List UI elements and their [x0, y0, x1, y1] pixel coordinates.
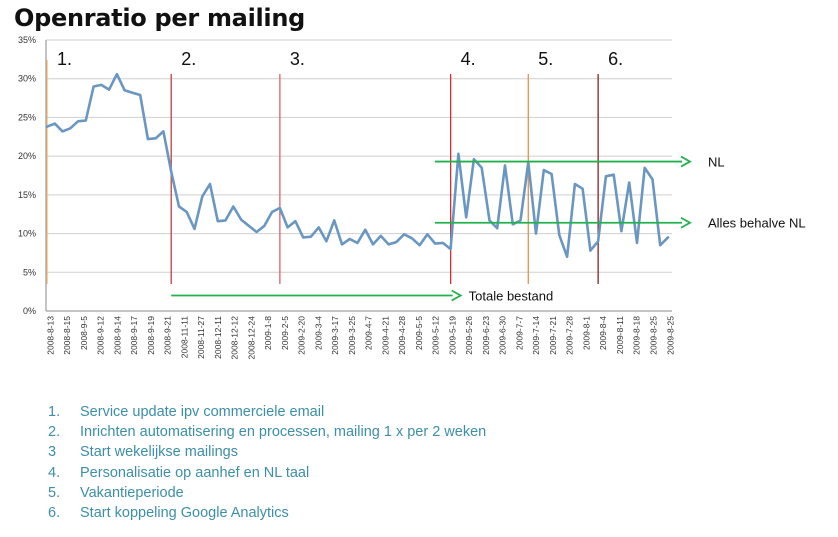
phase-marker-label: 5.	[538, 49, 553, 69]
x-tick-label: 2008-12-24	[246, 316, 256, 360]
x-tick-label: 2009-1-8	[263, 316, 273, 350]
x-tick-label: 2009-7-7	[514, 316, 524, 350]
x-tick-label: 2009-8-25	[665, 316, 675, 355]
x-tick-label: 2008-11-11	[179, 316, 189, 358]
y-tick-label: 10%	[18, 229, 36, 239]
x-tick-label: 2008-9-12	[96, 316, 106, 355]
x-tick-label: 2009-8-18	[632, 316, 642, 355]
phase-note-number: 3	[48, 444, 57, 461]
y-tick-label: 25%	[18, 112, 36, 122]
x-tick-label: 2008-9-21	[163, 316, 173, 355]
series-layer	[45, 72, 670, 259]
phase-notes-list: 1. Service update ipv commerciele email 2.…	[48, 402, 486, 523]
x-tick-label: 2009-6-23	[481, 316, 491, 355]
x-tick-label: 2009-5-5	[414, 316, 424, 350]
y-tick-label: 35%	[18, 35, 36, 45]
grid-lines	[46, 39, 672, 312]
x-tick-label: 2009-3-17	[330, 316, 340, 355]
annotation-label: NL	[708, 155, 725, 170]
phase-note-text: Service update ipv commerciele email	[80, 404, 325, 420]
x-tick-label: 2009-4-21	[380, 316, 390, 355]
phase-note-item: 5. Vakantieperiode	[48, 483, 486, 503]
phase-note-item: 4. Personalisatie op aanhef en NL taal	[48, 463, 486, 483]
x-axis: 2008-8-13 2008-8-15 2008-9-5 2008-9-12 2008-…	[45, 316, 675, 360]
y-tick-label: 20%	[18, 151, 36, 161]
annotation-label: Alles behalve NL	[708, 216, 806, 231]
x-tick-label: 2009-4-28	[397, 316, 407, 355]
phase-note-item: 1. Service update ipv commerciele email	[48, 402, 486, 422]
phase-note-number: 1.	[48, 404, 61, 420]
phase-markers: 1. 2. 3. 4. 5. 6.	[46, 49, 623, 284]
phase-note-number: 2.	[48, 424, 61, 441]
x-tick-label: 2008-12-11	[213, 316, 223, 359]
x-tick-label: 2009-3-4	[313, 316, 323, 350]
phase-note-text: Vakantieperiode	[80, 484, 184, 501]
x-tick-label: 2008-8-13	[45, 316, 55, 355]
phase-note-number: 6.	[48, 505, 61, 522]
x-tick-label: 2008-9-17	[129, 316, 139, 355]
phase-marker-label: 4.	[461, 49, 476, 69]
x-tick-label: 2009-8-1	[581, 316, 591, 350]
phase-marker-label: 2.	[181, 49, 196, 69]
x-tick-label: 2009-4-7	[364, 316, 374, 350]
y-tick-label: 5%	[23, 267, 36, 277]
x-tick-label: 2008-12-12	[230, 316, 240, 360]
x-tick-label: 2009-3-25	[347, 316, 357, 355]
x-tick-label: 2009-8-4	[598, 316, 608, 350]
annotation-arrow-head	[680, 155, 692, 168]
annotation-arrow-head	[451, 289, 463, 302]
x-tick-label: 2009-5-12	[431, 316, 441, 355]
x-tick-label: 2009-7-21	[548, 316, 558, 355]
phase-marker-label: 3.	[290, 49, 305, 69]
phase-marker-label: 1.	[57, 49, 72, 69]
y-tick-label: 15%	[18, 190, 36, 200]
x-tick-label: 2009-5-19	[447, 316, 457, 355]
openratio-line-chart: 0%5%10%15%20%25%30%35% 2008-8-13 2008-8-1…	[18, 35, 806, 360]
phase-marker-label: 6.	[608, 49, 623, 69]
x-tick-label: 2008-11-27	[196, 316, 206, 359]
x-tick-label: 2009-8-11	[615, 316, 625, 354]
annotation-label: Totale bestand	[469, 289, 554, 304]
y-tick-label: 30%	[18, 74, 36, 84]
x-tick-label: 2009-7-14	[531, 316, 541, 355]
x-tick-label: 2009-8-25	[648, 316, 658, 355]
x-tick-label: 2009-2-20	[297, 316, 307, 355]
phase-note-text: Start koppeling Google Analytics	[80, 505, 289, 522]
phase-note-number: 5.	[48, 484, 61, 501]
annotation-arrow-head	[680, 216, 692, 229]
phase-note-item: 3 Start wekelijkse mailings	[48, 442, 486, 462]
x-tick-label: 2008-9-5	[79, 316, 89, 350]
x-tick-label: 2009-7-28	[565, 316, 575, 355]
series-openratio-line	[45, 72, 670, 259]
phase-note-number: 4.	[48, 464, 61, 481]
annotation-arrows: NL Alles behalve NL Totale bestand	[171, 155, 806, 304]
phase-note-text: Personalisatie op aanhef en NL taal	[80, 464, 310, 481]
x-tick-label: 2009-6-30	[498, 316, 508, 355]
x-tick-label: 2008-9-19	[146, 316, 156, 355]
phase-note-item: 6. Start koppeling Google Analytics	[48, 503, 486, 523]
chart-title: Openratio per mailing	[14, 4, 306, 32]
phase-note-text: Start wekelijkse mailings	[80, 444, 238, 461]
x-tick-label: 2008-8-15	[62, 316, 72, 355]
y-tick-label: 0%	[23, 306, 36, 316]
x-tick-label: 2008-9-14	[112, 316, 122, 355]
x-tick-label: 2009-5-26	[464, 316, 474, 355]
x-tick-label: 2009-2-5	[280, 316, 290, 350]
y-axis: 0% 5% 10% 15% 20% 25% 30% 35%	[18, 35, 47, 316]
phase-note-text: Inrichten automatisering en processen, m…	[80, 424, 487, 441]
phase-note-item: 2. Inrichten automatisering en processen,…	[48, 422, 486, 442]
